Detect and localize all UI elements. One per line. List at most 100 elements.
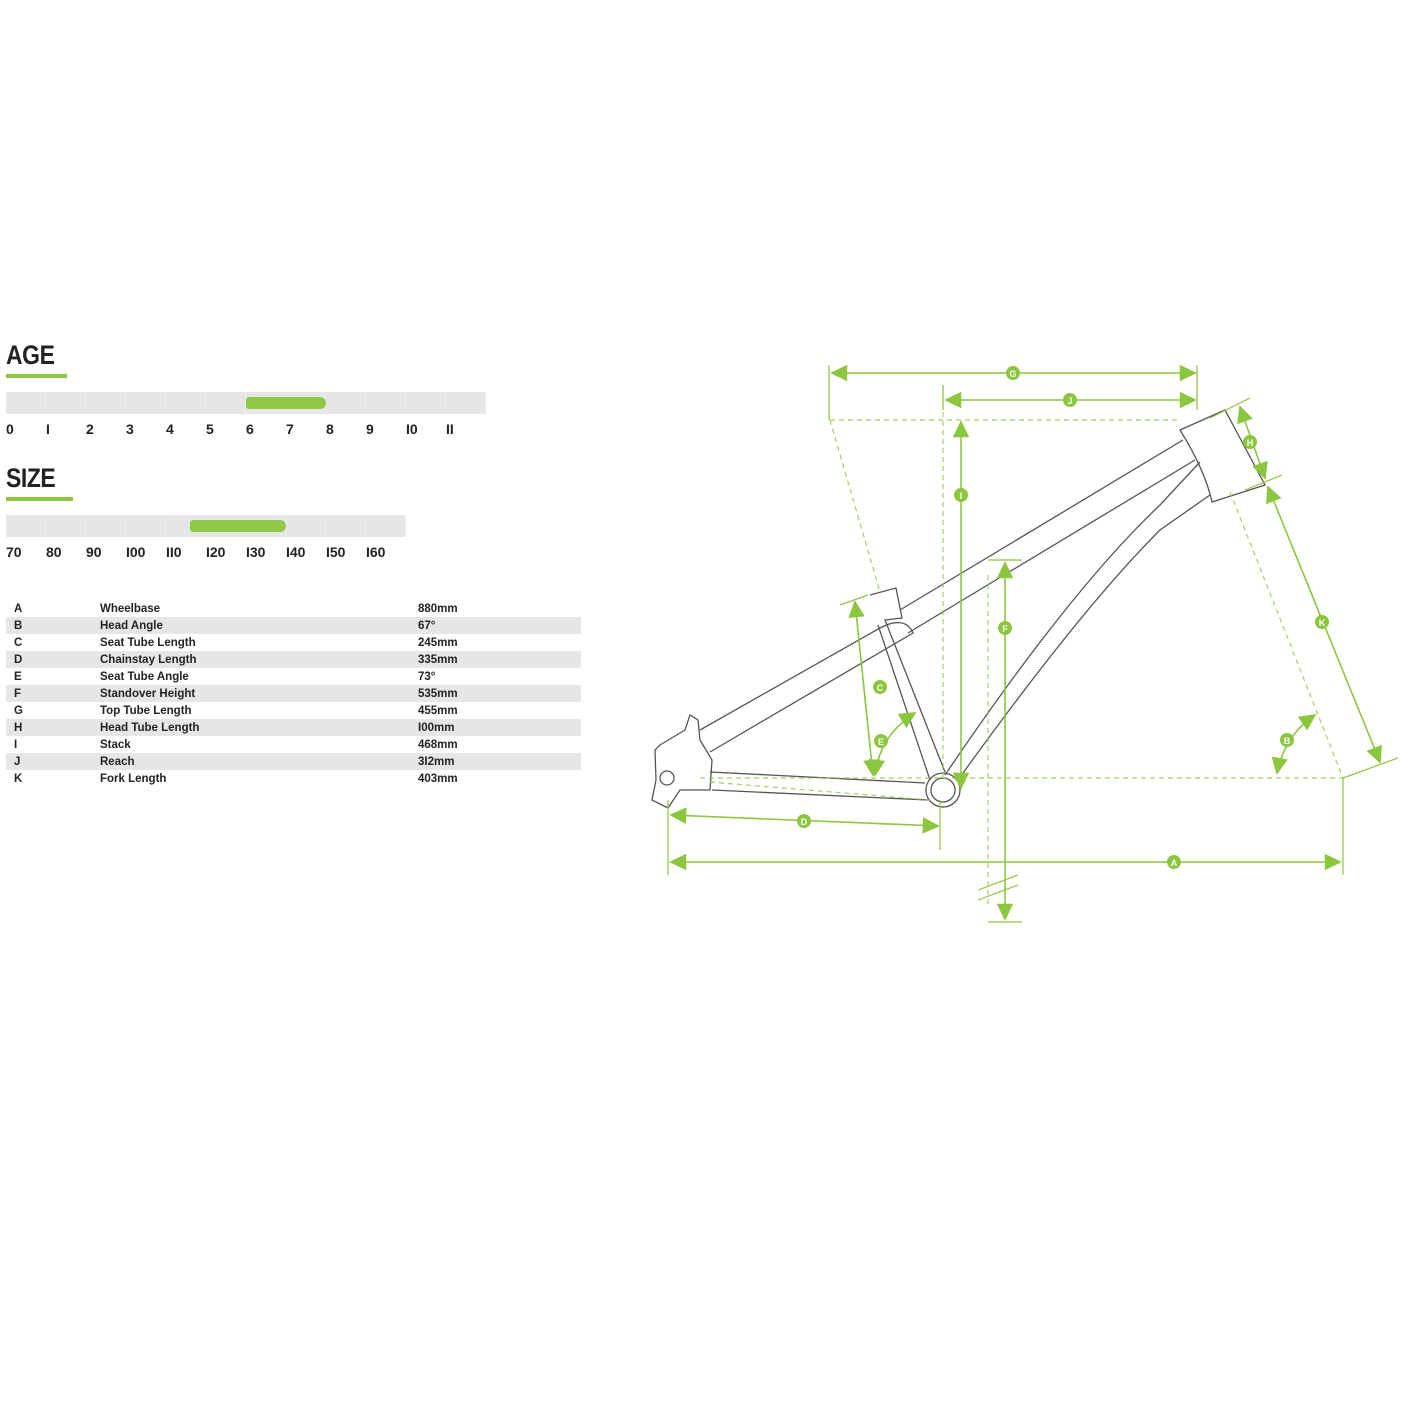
axle (659, 770, 675, 786)
tick-label: 8 (326, 421, 334, 437)
table-row: I Stack 468mm (6, 736, 581, 753)
arrowhead (868, 758, 886, 777)
spec-name: Seat Tube Angle (100, 670, 189, 683)
reference-lines (700, 385, 1344, 905)
spec-key: J (14, 755, 21, 768)
seat-tube (869, 587, 946, 781)
spec-key: C (14, 636, 23, 649)
age-underline (6, 374, 67, 378)
tick-label: I (46, 421, 50, 437)
spec-value: I00mm (418, 721, 455, 734)
dimension-letter: A (1171, 858, 1178, 868)
label-badge (1006, 366, 1020, 380)
arrowhead (952, 420, 970, 438)
age-bar (6, 392, 486, 414)
spec-name: Chainstay Length (100, 653, 197, 666)
arrowhead (1366, 744, 1382, 764)
label-badge (998, 621, 1012, 635)
bike-frame (651, 409, 1266, 809)
label-badge (874, 734, 888, 748)
bar-cell (126, 515, 166, 537)
spec-name: Wheelbase (100, 602, 161, 615)
bar-cell (126, 392, 166, 414)
spec-key: K (14, 772, 23, 785)
tick-label: II (446, 421, 454, 437)
table-row: H Head Tube Length I00mm (6, 719, 581, 736)
bar-cell (6, 392, 46, 414)
spec-name: Head Angle (100, 619, 163, 632)
extension-line (839, 594, 869, 606)
tick-label: I60 (366, 544, 386, 560)
dimension-letter: C (877, 683, 884, 693)
dimension-letter: K (1319, 618, 1326, 628)
tick-label: I30 (246, 544, 266, 560)
spec-value: 3I2mm (418, 755, 455, 768)
table-row: E Seat Tube Angle 73° (6, 668, 581, 685)
dimension-lines (667, 364, 1399, 923)
dimension-letter: G (1009, 369, 1016, 379)
table-row: C Seat Tube Length 245mm (6, 634, 581, 651)
table-row: K Fork Length 403mm (6, 770, 581, 787)
arrowhead (669, 807, 687, 824)
arrowhead (1271, 756, 1288, 775)
size-ticks: 70 80 90 I00 II0 I20 I30 I40 I50 I60 (6, 544, 406, 560)
label-badge (1315, 615, 1329, 629)
spec-value: 455mm (418, 704, 458, 717)
bar-cell (86, 515, 126, 537)
label-badge (1167, 855, 1181, 869)
age-heading: AGE (6, 340, 55, 370)
size-bar (6, 515, 406, 537)
age-ticks: 0 I 2 3 4 5 6 7 8 9 I0 II (6, 421, 486, 437)
dimension-letter: F (1002, 624, 1008, 634)
arrowhead (1252, 460, 1268, 480)
arrowhead (897, 712, 917, 728)
arrowhead (1179, 364, 1197, 382)
tick-label: 5 (206, 421, 214, 437)
spec-key: E (14, 670, 22, 683)
tick-label: 2 (86, 421, 94, 437)
table-row: J Reach 3I2mm (6, 753, 581, 770)
arrowhead (944, 391, 962, 409)
tick-label: 6 (246, 421, 254, 437)
spec-value: 335mm (418, 653, 458, 666)
arrowhead (669, 853, 687, 871)
tick-label: I20 (206, 544, 226, 560)
spec-value: 67° (418, 619, 436, 632)
label-badge (1243, 435, 1257, 449)
arrowhead (830, 364, 848, 382)
tick-label: I0 (406, 421, 418, 437)
spec-value: 245mm (418, 636, 458, 649)
tick-label: 3 (126, 421, 134, 437)
spec-key: D (14, 653, 23, 666)
dimension-line (854, 601, 874, 776)
spec-key: I (14, 738, 18, 751)
spec-name: Fork Length (100, 772, 167, 785)
bar-cell (366, 515, 406, 537)
extension-line (977, 874, 1019, 891)
tick-label: I50 (326, 544, 346, 560)
label-badge (797, 814, 811, 828)
seat-stay (699, 621, 914, 753)
tick-label: 70 (6, 544, 22, 560)
tick-label: II0 (166, 544, 182, 560)
spec-key: B (14, 619, 23, 632)
label-badge (1063, 393, 1077, 407)
highlight-range (190, 520, 286, 532)
spec-key: F (14, 687, 22, 700)
bar-cell (406, 392, 446, 414)
dimension-letter: I (960, 491, 963, 501)
dimension-letter: H (1247, 438, 1254, 448)
spec-name: Seat Tube Length (100, 636, 196, 649)
dimension-letter: D (801, 817, 808, 827)
top-tube (899, 439, 1196, 634)
bar-cell (206, 392, 246, 414)
bar-cell (6, 515, 46, 537)
tick-label: 0 (6, 421, 14, 437)
tick-label: 7 (286, 421, 294, 437)
table-row: G Top Tube Length 455mm (6, 702, 581, 719)
spec-value: 468mm (418, 738, 458, 751)
extension-line (1209, 397, 1251, 419)
spec-value: 73° (418, 670, 436, 683)
spec-name: Reach (100, 755, 135, 768)
